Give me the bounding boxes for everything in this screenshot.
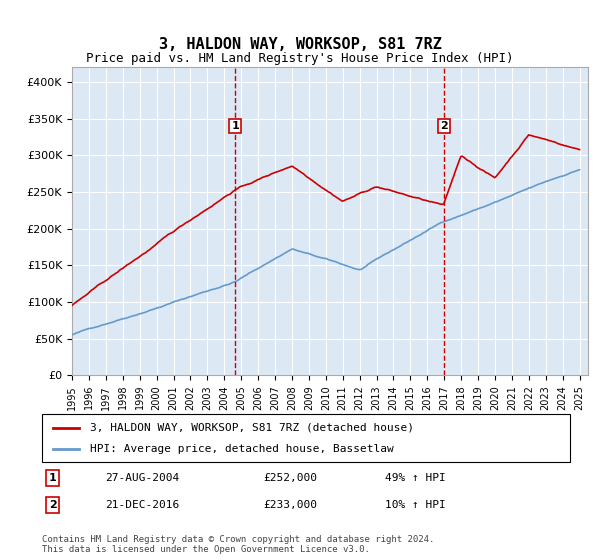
Text: £252,000: £252,000 bbox=[264, 473, 318, 483]
Text: 27-AUG-2004: 27-AUG-2004 bbox=[106, 473, 179, 483]
Text: 2: 2 bbox=[49, 500, 56, 510]
FancyBboxPatch shape bbox=[42, 414, 570, 462]
Text: 10% ↑ HPI: 10% ↑ HPI bbox=[385, 500, 446, 510]
Text: 3, HALDON WAY, WORKSOP, S81 7RZ (detached house): 3, HALDON WAY, WORKSOP, S81 7RZ (detache… bbox=[89, 423, 413, 433]
Text: 2: 2 bbox=[440, 121, 448, 131]
Text: HPI: Average price, detached house, Bassetlaw: HPI: Average price, detached house, Bass… bbox=[89, 444, 393, 454]
Text: 21-DEC-2016: 21-DEC-2016 bbox=[106, 500, 179, 510]
Text: 3, HALDON WAY, WORKSOP, S81 7RZ: 3, HALDON WAY, WORKSOP, S81 7RZ bbox=[158, 38, 442, 52]
Text: £233,000: £233,000 bbox=[264, 500, 318, 510]
Text: 49% ↑ HPI: 49% ↑ HPI bbox=[385, 473, 446, 483]
Text: 1: 1 bbox=[49, 473, 56, 483]
Text: Contains HM Land Registry data © Crown copyright and database right 2024.
This d: Contains HM Land Registry data © Crown c… bbox=[42, 535, 434, 554]
Text: Price paid vs. HM Land Registry's House Price Index (HPI): Price paid vs. HM Land Registry's House … bbox=[86, 52, 514, 66]
Text: 1: 1 bbox=[232, 121, 239, 131]
